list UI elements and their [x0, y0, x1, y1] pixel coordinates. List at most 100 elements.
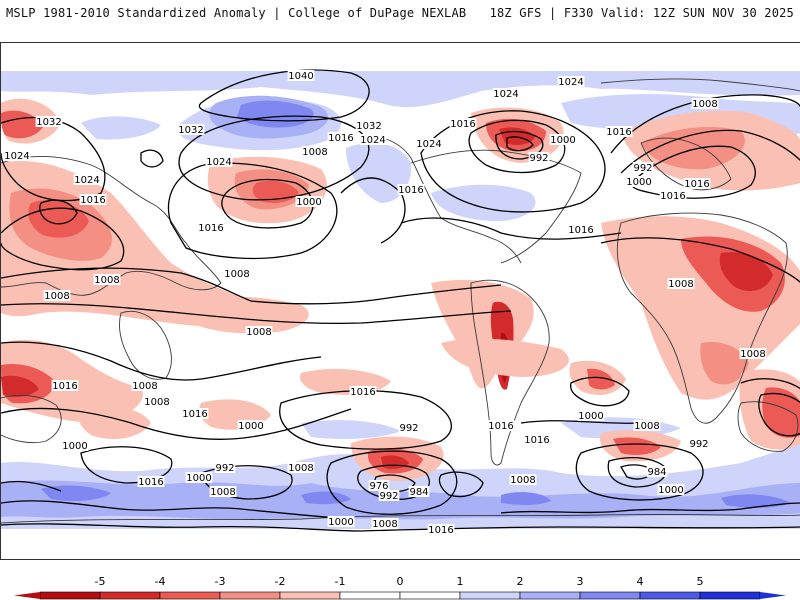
isobar-label-bg — [646, 466, 668, 477]
isobar-label: 1016 — [684, 179, 709, 190]
colorbar-cell — [339, 591, 401, 600]
isobar-label-bg — [327, 516, 355, 527]
isobar-label-bg — [3, 150, 31, 161]
isobar-label-bg — [509, 474, 537, 485]
continent-outlines — [1, 78, 800, 524]
positive-anomaly-region — [1, 480, 800, 520]
colorbar-tick-label: -2 — [275, 575, 286, 588]
isobar-label-bg — [35, 116, 63, 127]
negative-anomaly-region — [613, 437, 661, 455]
coastline — [640, 137, 732, 191]
colorbar-cell — [699, 591, 761, 600]
isobar-label-bg — [667, 278, 695, 289]
isobar-line — [1, 207, 125, 271]
isobar-label: 1008 — [668, 279, 693, 290]
isobar-label: 1008 — [94, 275, 119, 286]
isobar-line — [357, 464, 430, 500]
isobar-label: 1024 — [4, 151, 29, 162]
colorbar-cells — [14, 591, 786, 600]
isobar-label: 1000 — [658, 485, 683, 496]
isobar-label: 1008 — [132, 381, 157, 392]
isobar-line — [620, 129, 800, 174]
isobar-label-bg — [287, 70, 315, 81]
isobar-line — [500, 502, 800, 514]
isobar-line — [1, 267, 502, 305]
isobar-label: 1016 — [328, 133, 353, 144]
isobar-line — [468, 119, 566, 174]
isobar-label: 1000 — [328, 517, 353, 528]
isobar-label: 976 — [369, 481, 388, 492]
isobar-line — [1, 523, 800, 532]
isobar-label-bg — [79, 194, 107, 205]
isobar-label-bg — [567, 224, 595, 235]
isobar-label: 1024 — [360, 135, 385, 146]
isobar-label-bg — [415, 138, 443, 149]
map-title: MSLP 1981-2010 Standardized Anomaly | Co… — [6, 6, 467, 20]
isobar-label: 992 — [529, 153, 548, 164]
isobar-label: 1000 — [62, 441, 87, 452]
isobar-label-bg — [355, 120, 383, 131]
isobar-label-bg — [549, 134, 577, 145]
isobar-label-bg — [205, 156, 233, 167]
colorbar-cell — [459, 591, 521, 600]
isobar-label-bg — [577, 410, 605, 421]
isobar-label: 1024 — [493, 89, 518, 100]
isobar-label-bg — [691, 98, 719, 109]
coastline — [737, 401, 799, 452]
isobar-label-bg — [657, 484, 685, 495]
isobar-label: 1032 — [36, 117, 61, 128]
isobar-label: 1000 — [296, 197, 321, 208]
isobar-label-bg — [287, 462, 315, 473]
negative-anomaly-region — [762, 387, 800, 438]
isobar-label: 992 — [689, 439, 708, 450]
colorbar-tick-label: -1 — [335, 575, 346, 588]
isobar-label: 1008 — [246, 327, 271, 338]
isobar-label-bg — [51, 380, 79, 391]
isobar-label: 1016 — [450, 119, 475, 130]
isobar-label-bg — [327, 132, 355, 143]
isobar-label: 984 — [409, 487, 428, 498]
isobar-label: 1008 — [210, 487, 235, 498]
isobar-label: 1008 — [288, 463, 313, 474]
isobar-labels: 1040 1032 1032 1032 1024 1024 1024 1024 1024 1024… — [3, 70, 767, 536]
colorbar-cell — [159, 591, 221, 600]
isobar-label-bg — [177, 124, 205, 135]
isobar-label: 1016 — [606, 127, 631, 138]
isobar-label: 1008 — [302, 147, 327, 158]
isobar-label-bg — [625, 176, 653, 187]
isobar-label-bg — [61, 440, 89, 451]
isobar-label-bg — [73, 174, 101, 185]
isobar-label: 1016 — [524, 435, 549, 446]
coastline — [1, 394, 62, 444]
positive-anomaly-region — [81, 116, 161, 140]
negative-anomaly-region — [700, 341, 749, 385]
isobar-label: 1024 — [558, 77, 583, 88]
isobar-line — [80, 446, 173, 484]
isobar-label-bg — [209, 486, 237, 497]
isobar-label: 1008 — [144, 397, 169, 408]
isobar-line — [167, 162, 338, 260]
isobar-line — [1, 407, 352, 440]
isobar-label-bg — [181, 408, 209, 419]
isobar-label-bg — [349, 386, 377, 397]
isobar-label: 1016 — [398, 185, 423, 196]
colorbar-tick-label: -5 — [95, 575, 106, 588]
isobar-label: 1032 — [178, 125, 203, 136]
isobar-label: 1000 — [578, 411, 603, 422]
isobar-label: 1008 — [692, 99, 717, 110]
colorbar-cell — [39, 591, 101, 600]
isobar-line — [221, 178, 314, 229]
isobar-line — [610, 94, 800, 154]
coastline — [470, 279, 550, 466]
isobar-label-bg — [301, 146, 329, 157]
isobar-label: 1008 — [44, 291, 69, 302]
colorbar-tick-label: 1 — [457, 575, 464, 588]
isobar-label: 1016 — [660, 191, 685, 202]
negative-anomaly-region — [171, 296, 309, 334]
isobar-label-bg — [131, 380, 159, 391]
colorbar-cell — [579, 591, 641, 600]
isobar-label: 1016 — [350, 387, 375, 398]
isobar-label-bg — [214, 462, 236, 473]
isobar-label: 1016 — [52, 381, 77, 392]
isobar-label-bg — [397, 184, 425, 195]
